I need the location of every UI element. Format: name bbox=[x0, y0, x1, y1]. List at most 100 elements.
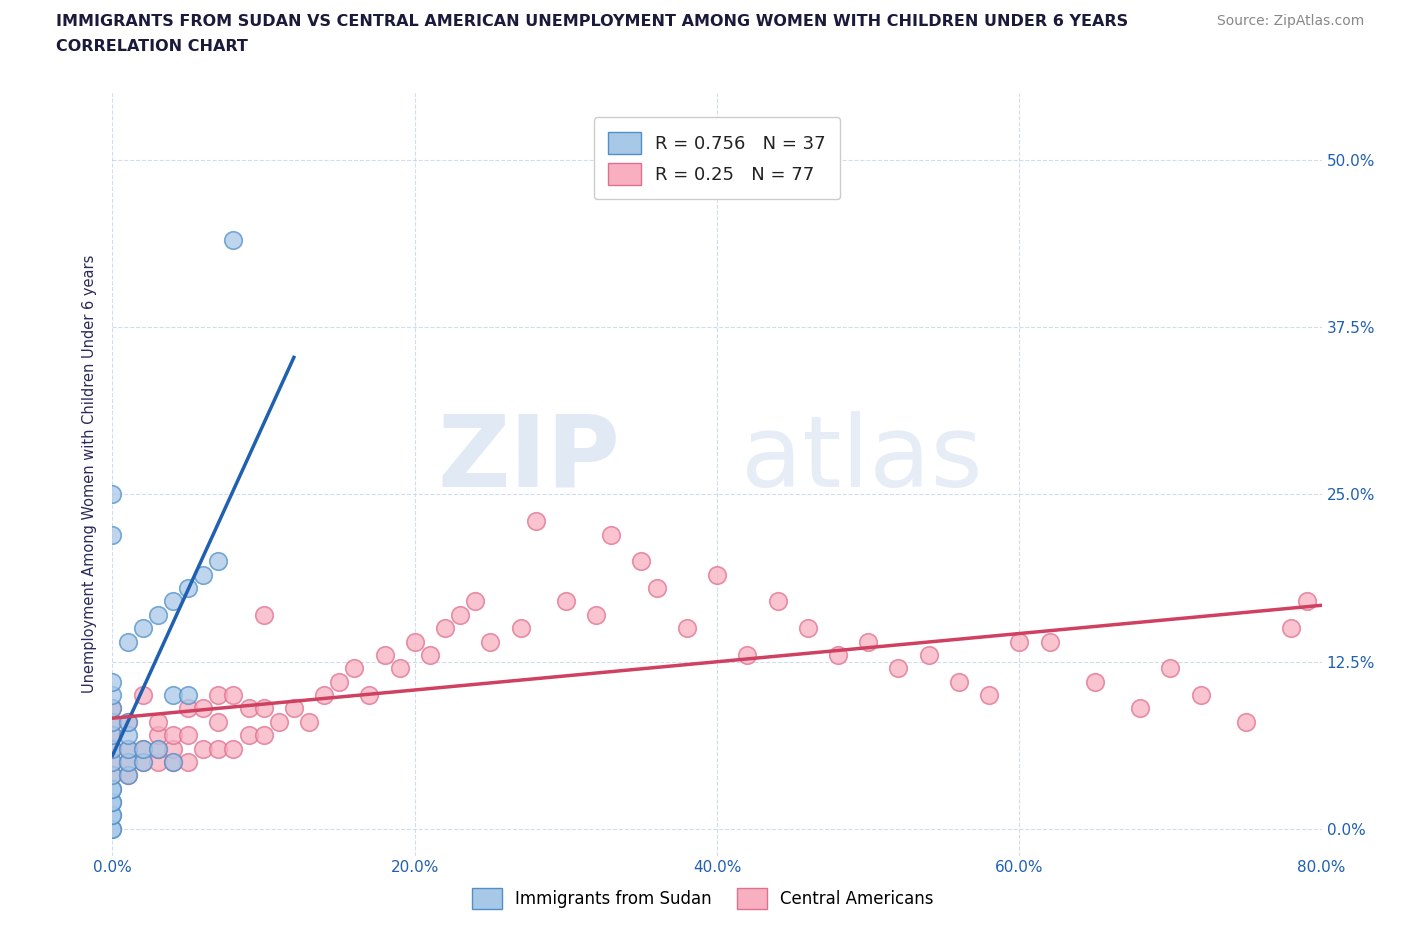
Point bbox=[253, 607, 276, 622]
Text: Source: ZipAtlas.com: Source: ZipAtlas.com bbox=[1216, 14, 1364, 28]
Point bbox=[766, 594, 789, 609]
Point bbox=[101, 794, 124, 809]
Point bbox=[977, 687, 1000, 702]
Point bbox=[177, 701, 200, 716]
Point bbox=[388, 661, 411, 676]
Point bbox=[191, 701, 214, 716]
Legend: Immigrants from Sudan, Central Americans: Immigrants from Sudan, Central Americans bbox=[464, 880, 942, 917]
Point bbox=[101, 728, 124, 743]
Point bbox=[1234, 714, 1257, 729]
Point bbox=[101, 754, 124, 769]
Point bbox=[479, 634, 502, 649]
Point bbox=[554, 594, 576, 609]
Point bbox=[585, 607, 607, 622]
Point bbox=[162, 594, 184, 609]
Point bbox=[162, 741, 184, 756]
Text: CORRELATION CHART: CORRELATION CHART bbox=[56, 39, 247, 54]
Point bbox=[1159, 661, 1181, 676]
Point bbox=[464, 594, 486, 609]
Point bbox=[117, 714, 139, 729]
Y-axis label: Unemployment Among Women with Children Under 6 years: Unemployment Among Women with Children U… bbox=[82, 255, 97, 694]
Point bbox=[117, 768, 139, 783]
Point bbox=[1129, 701, 1152, 716]
Point bbox=[146, 741, 169, 756]
Point bbox=[1008, 634, 1031, 649]
Point bbox=[101, 687, 124, 702]
Point bbox=[856, 634, 880, 649]
Point bbox=[948, 674, 970, 689]
Point bbox=[343, 661, 366, 676]
Point bbox=[796, 620, 818, 635]
Point bbox=[827, 647, 849, 662]
Point bbox=[177, 580, 200, 595]
Point bbox=[222, 687, 245, 702]
Point bbox=[101, 728, 124, 743]
Point bbox=[132, 620, 155, 635]
Point bbox=[238, 728, 260, 743]
Point bbox=[404, 634, 426, 649]
Point bbox=[101, 754, 124, 769]
Point bbox=[737, 647, 759, 662]
Point bbox=[449, 607, 471, 622]
Point bbox=[101, 768, 124, 783]
Point bbox=[177, 728, 200, 743]
Point bbox=[887, 661, 910, 676]
Point bbox=[101, 674, 124, 689]
Point bbox=[162, 754, 184, 769]
Point bbox=[267, 714, 290, 729]
Point bbox=[1279, 620, 1302, 635]
Point bbox=[146, 728, 169, 743]
Point bbox=[101, 714, 124, 729]
Point bbox=[207, 554, 229, 569]
Point bbox=[132, 741, 155, 756]
Point bbox=[253, 728, 276, 743]
Point bbox=[207, 714, 229, 729]
Point bbox=[101, 487, 124, 502]
Point bbox=[706, 567, 728, 582]
Point bbox=[162, 754, 184, 769]
Legend: R = 0.756   N = 37, R = 0.25   N = 77: R = 0.756 N = 37, R = 0.25 N = 77 bbox=[593, 117, 841, 199]
Point bbox=[177, 687, 200, 702]
Point bbox=[298, 714, 321, 729]
Text: IMMIGRANTS FROM SUDAN VS CENTRAL AMERICAN UNEMPLOYMENT AMONG WOMEN WITH CHILDREN: IMMIGRANTS FROM SUDAN VS CENTRAL AMERICA… bbox=[56, 14, 1129, 29]
Point bbox=[433, 620, 456, 635]
Point bbox=[146, 714, 169, 729]
Point bbox=[509, 620, 531, 635]
Point bbox=[191, 741, 214, 756]
Point bbox=[359, 687, 381, 702]
Point bbox=[1189, 687, 1212, 702]
Point bbox=[675, 620, 697, 635]
Point bbox=[101, 781, 124, 796]
Text: ZIP: ZIP bbox=[437, 410, 620, 508]
Point bbox=[101, 741, 124, 756]
Point bbox=[524, 513, 547, 528]
Point bbox=[146, 754, 169, 769]
Point bbox=[101, 781, 124, 796]
Point bbox=[101, 808, 124, 823]
Point bbox=[1295, 594, 1317, 609]
Text: atlas: atlas bbox=[741, 410, 983, 508]
Point bbox=[101, 768, 124, 783]
Point bbox=[117, 728, 139, 743]
Point bbox=[132, 754, 155, 769]
Point bbox=[101, 821, 124, 836]
Point bbox=[101, 821, 124, 836]
Point bbox=[162, 687, 184, 702]
Point bbox=[238, 701, 260, 716]
Point bbox=[314, 687, 336, 702]
Point bbox=[101, 701, 124, 716]
Point bbox=[645, 580, 668, 595]
Point bbox=[101, 808, 124, 823]
Point bbox=[328, 674, 350, 689]
Point bbox=[419, 647, 441, 662]
Point bbox=[146, 607, 169, 622]
Point bbox=[283, 701, 305, 716]
Point bbox=[101, 527, 124, 542]
Point bbox=[191, 567, 214, 582]
Point bbox=[101, 714, 124, 729]
Point bbox=[207, 687, 229, 702]
Point bbox=[101, 701, 124, 716]
Point bbox=[222, 741, 245, 756]
Point bbox=[207, 741, 229, 756]
Point bbox=[117, 754, 139, 769]
